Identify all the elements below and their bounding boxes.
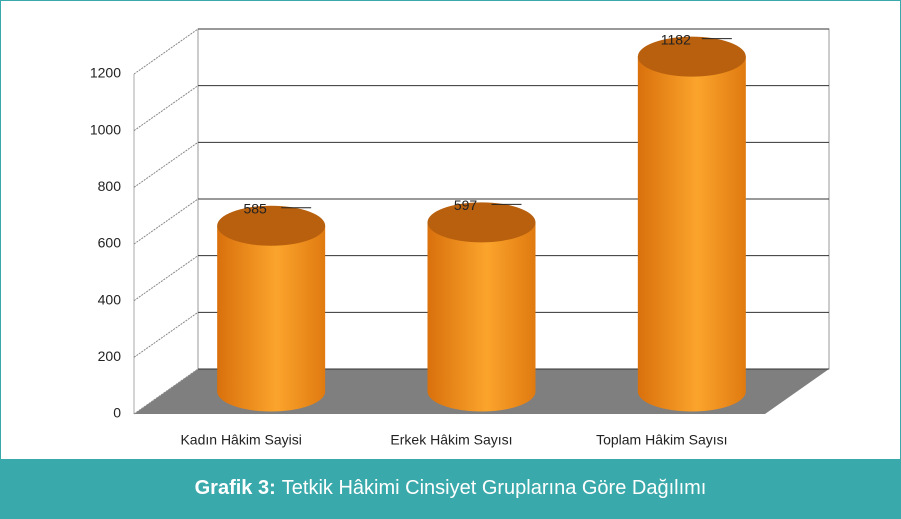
value-label: 585 [243,200,267,216]
cylinder [427,222,536,412]
cylinder-top [217,205,326,246]
x-tick-label: Toplam Hâkim Sayısı [596,432,727,448]
grid-line [133,85,199,132]
grid-line [133,141,199,188]
chart: 0 200 400 600 800 1000 1200 Kadın Hâkim Sayisi 5… [90,28,830,448]
caption: Grafik 3: Tetkik Hâkimi Cinsiyet Grupları… [1,459,900,518]
caption-text: Tetkik Hâkimi Cinsiyet Gruplarına Göre D… [281,477,707,499]
y-tick-label: 1000 [90,121,121,137]
grid-line [133,311,199,358]
y-tick-label: 600 [98,235,122,251]
y-tick-label: 800 [98,178,122,194]
grid-line [133,28,199,75]
grid-line [133,255,199,302]
y-tick-label: 1200 [90,65,121,81]
grid-line [133,198,199,245]
value-label: 1182 [661,31,691,47]
cylinder [217,225,326,412]
caption-label: Grafik 3: [194,477,276,499]
grid-line [133,368,199,415]
cylinder [637,56,746,412]
y-tick-label: 200 [98,348,122,364]
cylinder-top [637,36,746,77]
y-tick-label: 0 [113,405,121,421]
x-tick-label: Kadın Hâkim Sayisi [180,432,301,448]
x-tick-label: Erkek Hâkim Sayısı [390,432,512,448]
y-tick-label: 400 [98,291,122,307]
value-label: 597 [454,197,478,213]
cylinder-top [427,202,536,243]
